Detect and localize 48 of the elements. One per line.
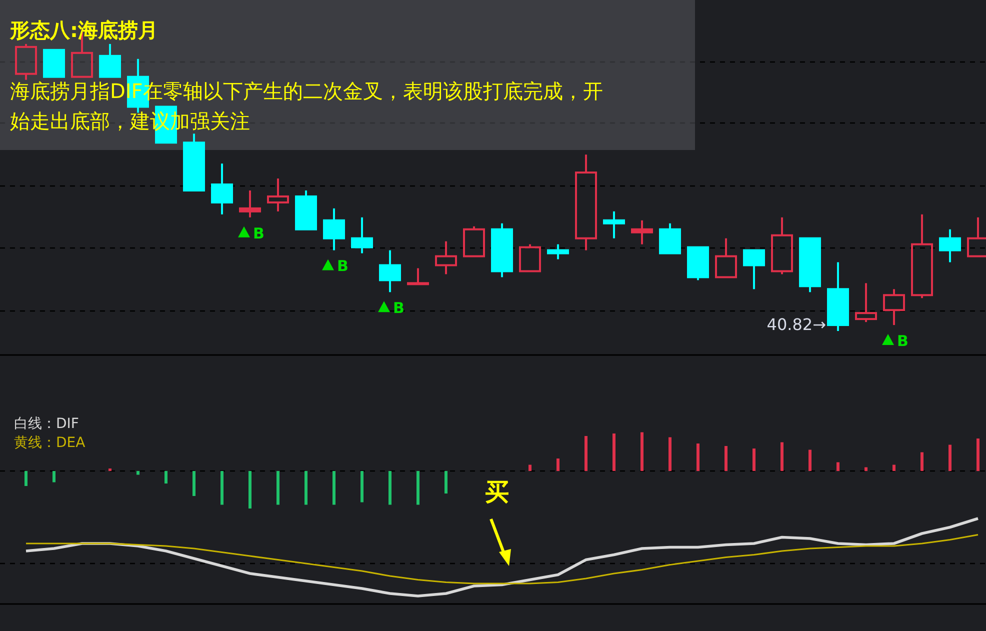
chart-title: 形态八:海底捞月 bbox=[9, 18, 158, 42]
bar bbox=[752, 448, 756, 471]
bar bbox=[444, 471, 448, 494]
point bbox=[882, 334, 894, 345]
bar bbox=[780, 442, 784, 471]
bar bbox=[136, 471, 140, 475]
point bbox=[322, 259, 334, 270]
bar bbox=[304, 471, 308, 505]
bar bbox=[864, 467, 868, 471]
bar bbox=[556, 458, 560, 471]
annotation: 买 bbox=[485, 478, 509, 506]
bar bbox=[332, 471, 336, 505]
bar bbox=[388, 471, 392, 505]
bar bbox=[164, 471, 168, 484]
bar bbox=[612, 434, 616, 471]
bar bbox=[528, 464, 532, 471]
candlestick bbox=[575, 154, 597, 252]
text: B bbox=[393, 299, 404, 318]
bar bbox=[248, 471, 252, 508]
bar bbox=[640, 432, 644, 471]
bar bbox=[668, 437, 672, 471]
text: B bbox=[337, 257, 348, 276]
bar bbox=[836, 462, 840, 471]
bar bbox=[416, 471, 420, 505]
bar bbox=[808, 450, 812, 471]
series-label: B bbox=[253, 224, 264, 242]
candlestick bbox=[379, 249, 401, 294]
bar bbox=[276, 471, 280, 505]
bar bbox=[948, 444, 952, 471]
bar bbox=[584, 436, 588, 471]
bar bbox=[220, 471, 224, 505]
text: B bbox=[897, 332, 908, 350]
bar bbox=[976, 438, 980, 471]
bar bbox=[52, 471, 56, 482]
text: 黄线：DEA bbox=[14, 435, 86, 451]
bar bbox=[920, 452, 924, 471]
candlestick bbox=[323, 207, 345, 252]
bar bbox=[724, 446, 728, 471]
text: 白线：DIF bbox=[14, 416, 79, 432]
bar bbox=[892, 464, 896, 471]
bar bbox=[360, 471, 364, 502]
point bbox=[238, 226, 250, 238]
bar bbox=[696, 444, 700, 471]
point bbox=[378, 301, 390, 312]
bar bbox=[24, 471, 28, 486]
bar bbox=[192, 471, 196, 496]
annotation: 40.82→ bbox=[766, 315, 826, 334]
candlestick bbox=[211, 162, 233, 216]
